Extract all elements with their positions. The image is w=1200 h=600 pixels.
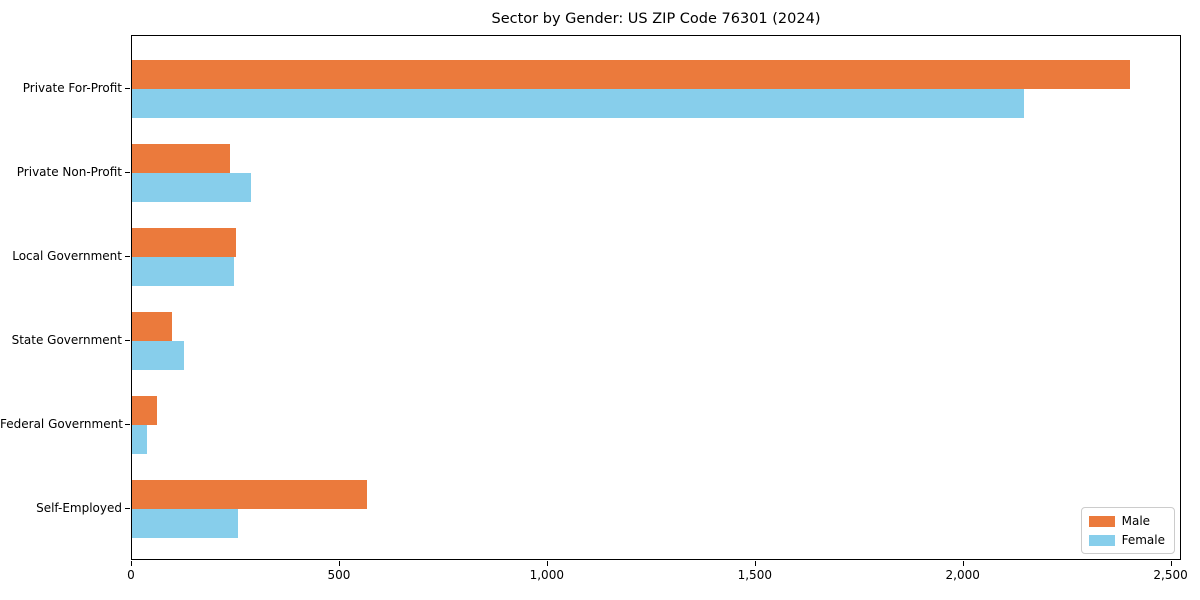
x-tick-2000	[962, 561, 964, 566]
y-tick-self-employed	[125, 508, 130, 509]
bar-male-private-non-profit	[132, 144, 230, 173]
y-axis-label-state-government: State Government	[11, 333, 122, 347]
y-axis-label-private-non-profit: Private Non-Profit	[16, 165, 122, 179]
x-tick-label-1500: 1,500	[737, 568, 772, 582]
x-tick-label-500: 500	[327, 568, 351, 582]
bar-female-state-government	[132, 341, 184, 370]
x-tick-0	[131, 561, 132, 566]
y-tick-private-for-profit	[125, 88, 130, 89]
x-tick-label-2000: 2,000	[945, 568, 980, 582]
legend-label-male: Male	[1121, 514, 1151, 528]
x-tick-label-0: 0	[127, 568, 135, 582]
bar-female-private-non-profit	[132, 173, 251, 202]
x-tick-1000	[546, 561, 548, 566]
y-axis-label-federal-government: Federal Government	[0, 417, 123, 431]
legend-swatch-male	[1088, 515, 1115, 527]
bar-male-local-government	[132, 228, 236, 257]
x-tick-label-1000: 1,000	[529, 568, 564, 582]
x-tick-500	[338, 561, 340, 566]
legend-item-male: Male	[1088, 514, 1165, 528]
legend: Male Female	[1080, 507, 1175, 554]
plot-area: Male Female	[131, 35, 1181, 560]
x-tick-label-2500: 2,500	[1153, 568, 1188, 582]
legend-swatch-female	[1088, 534, 1115, 546]
y-axis-label-self-employed: Self-Employed	[36, 501, 122, 515]
y-axis-label-local-government: Local Government	[12, 249, 122, 263]
bar-male-federal-government	[132, 396, 157, 425]
y-axis-label-private-for-profit: Private For-Profit	[22, 81, 122, 95]
bar-female-local-government	[132, 257, 234, 286]
bar-female-self-employed	[132, 509, 238, 538]
y-tick-local-government	[125, 256, 130, 257]
bar-male-private-for-profit	[132, 60, 1130, 89]
y-tick-private-non-profit	[125, 172, 130, 173]
legend-item-female: Female	[1088, 533, 1165, 547]
legend-label-female: Female	[1121, 533, 1165, 547]
bar-male-self-employed	[132, 480, 367, 509]
bar-female-private-for-profit	[132, 89, 1024, 118]
x-tick-2500	[1170, 561, 1172, 566]
chart-title: Sector by Gender: US ZIP Code 76301 (202…	[491, 11, 821, 27]
bar-female-federal-government	[132, 425, 147, 454]
x-tick-1500	[754, 561, 756, 566]
y-tick-state-government	[125, 340, 130, 341]
y-tick-federal-government	[125, 424, 130, 425]
bar-male-state-government	[132, 312, 172, 341]
